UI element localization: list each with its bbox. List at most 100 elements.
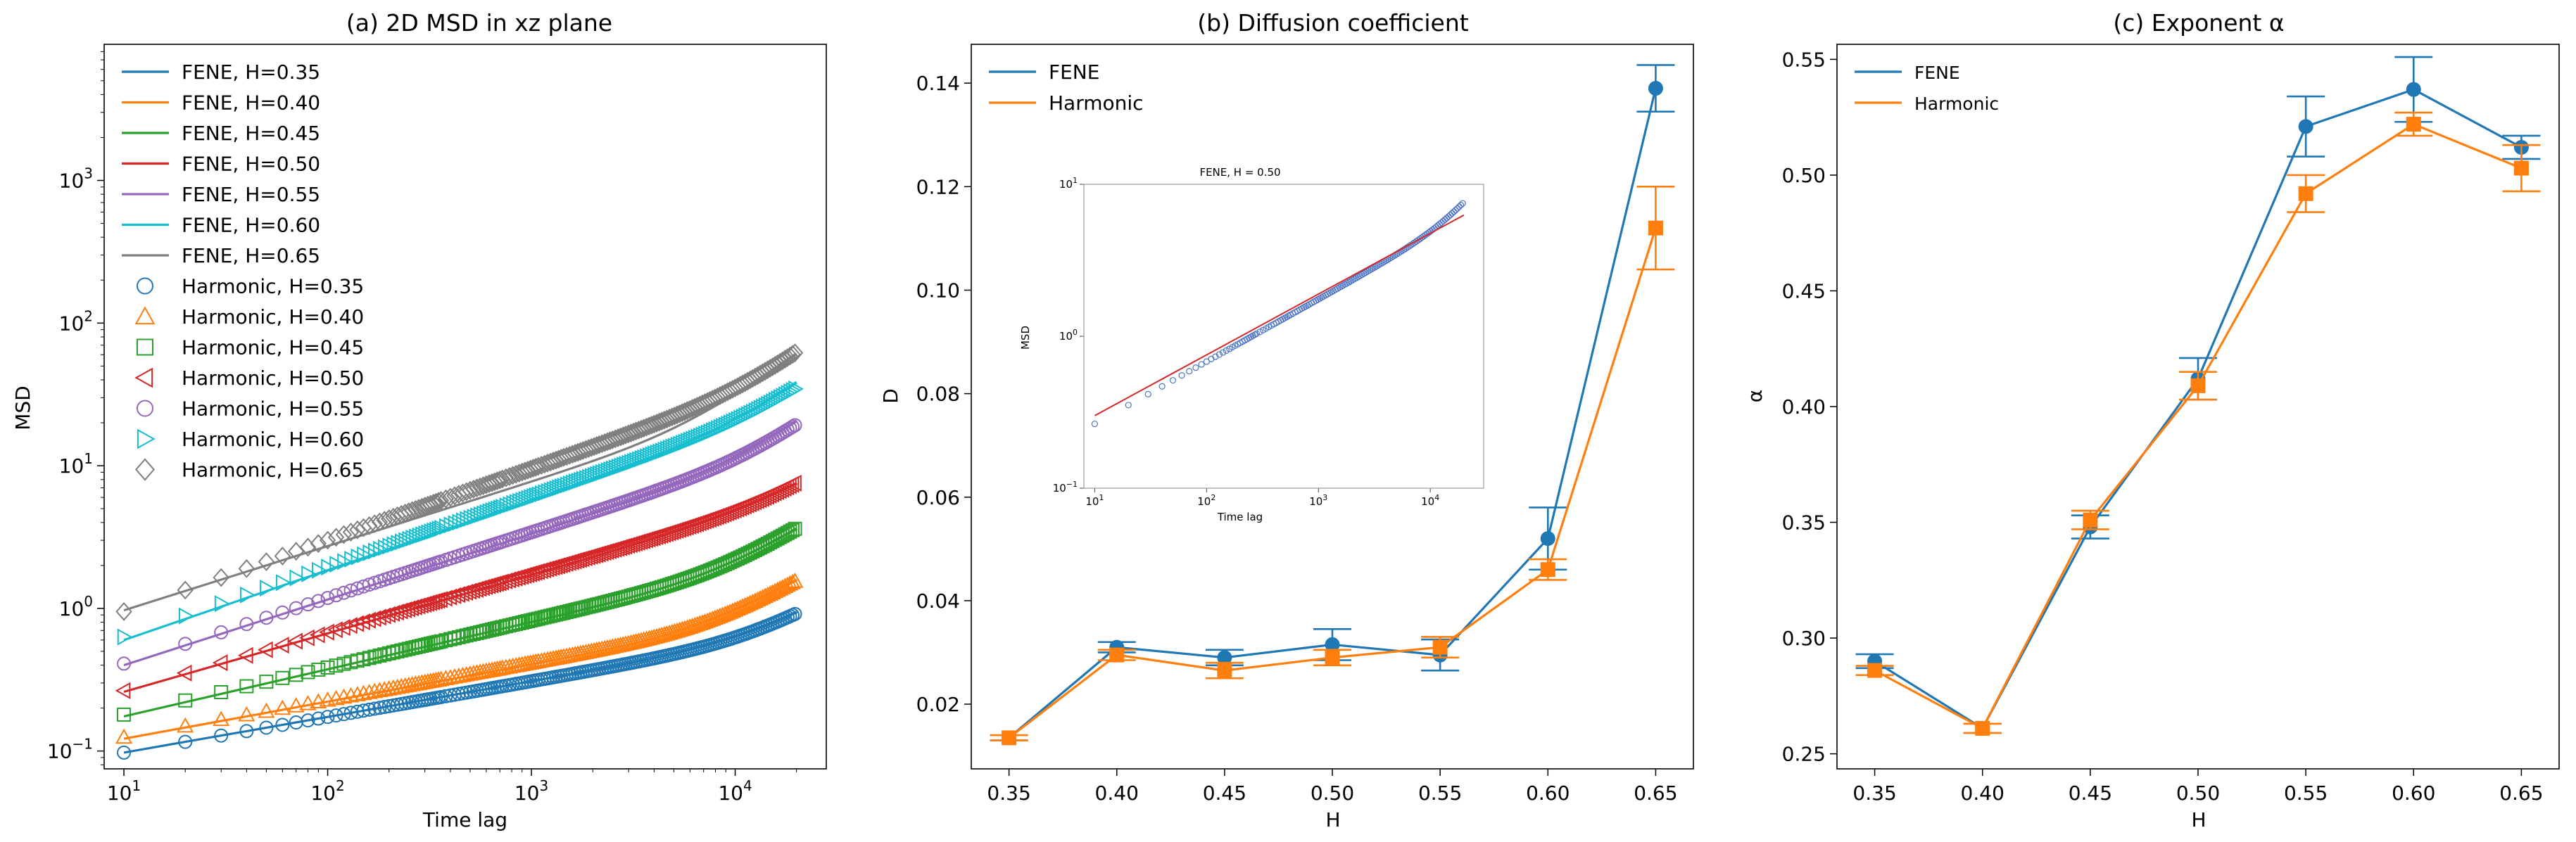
harmonic-marker (452, 514, 468, 531)
harmonic-marker (321, 559, 336, 576)
legend-marker (134, 306, 156, 325)
harmonic-marker (780, 525, 795, 540)
legend-label: FENE, H=0.55 (182, 183, 320, 206)
harmonic-marker (311, 663, 326, 677)
harmonic-marker (366, 514, 383, 534)
inset-point (1198, 361, 1205, 368)
harmonic-marker (259, 675, 274, 689)
inset-x-tick-label: 101 (1085, 493, 1104, 508)
harmonic-marker (778, 527, 793, 542)
x-tick-label: 0.60 (1526, 782, 1570, 805)
harmonic-marker (343, 583, 358, 598)
harmonic-marker (275, 717, 290, 732)
harmonic-marker (434, 634, 448, 649)
harmonic-marker (640, 416, 657, 436)
legend-entry: FENE (989, 60, 1099, 84)
harmonic-marker (362, 651, 377, 665)
harmonic-marker (432, 670, 450, 687)
legend-entry: Harmonic, H=0.55 (137, 397, 364, 421)
inset-point (1192, 364, 1199, 371)
harmonic-marker (289, 569, 305, 587)
harmonic-marker (443, 516, 460, 534)
x-tick-label: 0.65 (1634, 782, 1677, 805)
harmonic-marker (276, 574, 291, 592)
harmonic-marker (115, 682, 131, 699)
harmonic-marker (403, 599, 419, 617)
harmonic-marker (788, 418, 802, 433)
harmonic-marker (786, 474, 802, 492)
panel-b-legend: FENE Harmonic (989, 60, 1144, 115)
panel-a-data (115, 343, 804, 760)
harmonic-marker (320, 710, 335, 725)
harmonic-marker (357, 546, 372, 563)
harmonic-marker (367, 542, 384, 560)
harmonic-marker (320, 591, 335, 606)
harmonic-marker (213, 568, 229, 587)
legend-label: Harmonic, H=0.35 (182, 275, 364, 298)
legend-label: FENE, H=0.35 (182, 60, 320, 84)
inset-point (1253, 330, 1260, 338)
harmonic-marker (788, 380, 804, 397)
data-point (1432, 639, 1448, 655)
harmonic-marker (214, 728, 229, 743)
y-tick-label: 0.35 (1782, 511, 1826, 535)
harmonic-marker (424, 493, 442, 513)
data-point (1325, 650, 1340, 665)
y-tick-label: 0.25 (1782, 743, 1826, 766)
inset-point (1368, 266, 1375, 273)
legend-entry: FENE, H=0.40 (122, 91, 320, 115)
harmonic-marker (176, 664, 192, 682)
data-point (2298, 186, 2313, 201)
legend-entry: Harmonic, H=0.35 (137, 275, 364, 298)
x-tick-label: 0.40 (1961, 782, 2004, 805)
harmonic-marker (781, 346, 799, 366)
harmonic-marker (390, 644, 405, 659)
harmonic-marker (329, 708, 343, 723)
harmonic-marker (458, 482, 475, 502)
legend-label: FENE (1049, 60, 1099, 84)
harmonic-marker (785, 523, 800, 537)
harmonic-marker (310, 693, 327, 708)
inset-point (1456, 203, 1463, 210)
harmonic-marker (661, 624, 678, 640)
legend-marker (137, 400, 153, 417)
data-point (1217, 663, 1232, 678)
harmonic-marker (484, 473, 500, 492)
legend-label: FENE, H=0.65 (182, 244, 320, 267)
harmonic-marker (319, 530, 336, 550)
inset-point (1091, 420, 1099, 428)
inset-frame (1083, 184, 1484, 489)
harmonic-marker (310, 534, 327, 554)
harmonic-marker (427, 492, 445, 512)
x-tick-label: 0.55 (2284, 782, 2328, 805)
plot-frame (1836, 44, 2560, 770)
x-tick-label: 0.65 (2499, 782, 2543, 805)
panel-b-plot-area: 0.35 0.40 0.45 0.50 0.55 0.60 0.65 0.02 0.04 0.06… (916, 44, 1694, 805)
harmonic-marker (365, 610, 381, 627)
harmonic-marker (494, 469, 511, 489)
harmonic-marker (497, 572, 513, 589)
panel-a-ylabel: MSD (11, 385, 34, 430)
harmonic-marker (362, 702, 377, 717)
harmonic-marker (783, 524, 797, 539)
harmonic-marker (488, 471, 506, 490)
legend-label: Harmonic, H=0.55 (182, 397, 364, 421)
harmonic-marker (329, 588, 343, 603)
harmonic-marker (258, 702, 275, 718)
harmonic-marker (451, 630, 466, 644)
inset-point (1454, 205, 1461, 212)
inset-point (1446, 211, 1454, 219)
harmonic-marker (238, 559, 255, 578)
legend-marker (137, 338, 153, 356)
y-tick-label: 0.02 (916, 693, 960, 716)
harmonic-marker (355, 684, 372, 701)
x-tick-label: 102 (310, 777, 344, 805)
legend-entry: FENE, H=0.45 (122, 122, 320, 145)
harmonic-marker (259, 611, 274, 625)
harmonic-marker (258, 641, 273, 658)
inset-point (1186, 368, 1193, 375)
data-point (1540, 531, 1555, 547)
harmonic-marker (400, 600, 416, 618)
harmonic-marker (301, 565, 317, 582)
